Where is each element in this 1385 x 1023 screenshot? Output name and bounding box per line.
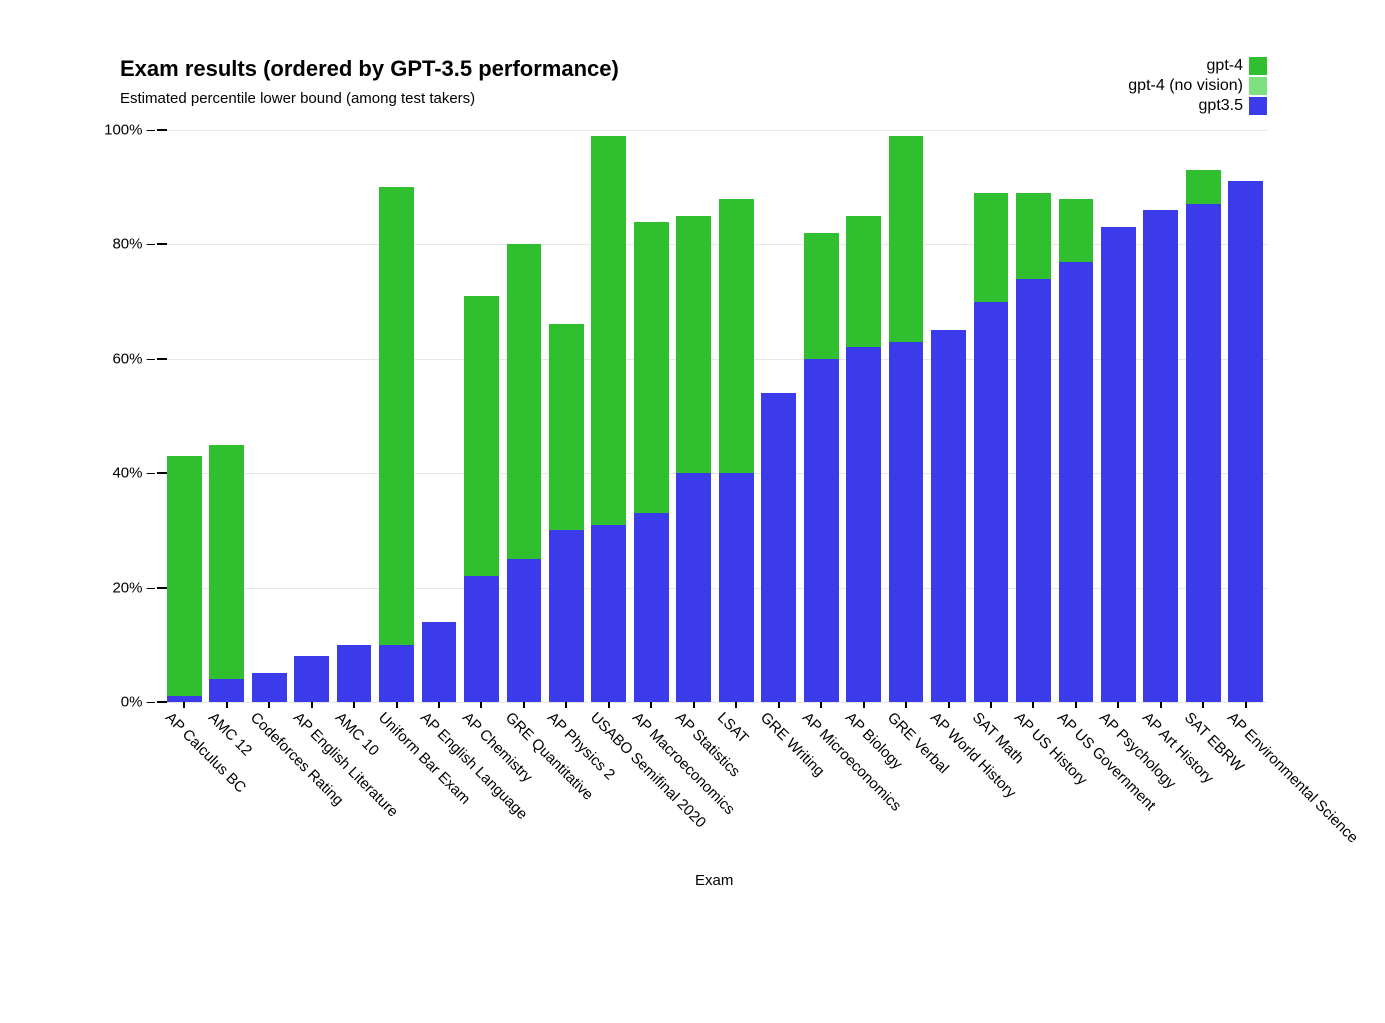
xtick-label: AP Environmental Science — [1224, 702, 1368, 846]
bar-gpt4 — [167, 456, 202, 702]
ytick-mark — [157, 129, 167, 131]
bar-gpt4 — [209, 445, 244, 702]
bar-gpt35 — [549, 530, 584, 702]
ytick-label: 80% – — [112, 236, 155, 253]
gridline — [163, 130, 1267, 131]
bar-gpt35 — [507, 559, 542, 702]
bar-gpt35 — [676, 473, 711, 702]
bar-gpt35 — [1101, 227, 1136, 702]
exam-results-chart: Exam results (ordered by GPT-3.5 perform… — [0, 0, 1385, 1023]
bar-gpt35 — [1059, 262, 1094, 702]
ytick-mark — [157, 701, 167, 703]
bar-gpt35 — [634, 513, 669, 702]
bar-gpt35 — [422, 622, 457, 702]
legend-item-gpt4-no-vision: gpt-4 (no vision) — [1128, 76, 1267, 96]
bar-gpt35 — [294, 656, 329, 702]
bar-gpt35 — [931, 330, 966, 702]
x-axis-title: Exam — [695, 872, 733, 889]
gridline — [163, 702, 1267, 703]
bar-gpt35 — [761, 393, 796, 702]
bar-gpt35 — [1228, 181, 1263, 702]
bar-gpt35 — [889, 342, 924, 702]
legend-label: gpt-4 (no vision) — [1128, 76, 1249, 96]
ytick-mark — [157, 472, 167, 474]
bar-gpt35 — [337, 645, 372, 702]
chart-title: Exam results (ordered by GPT-3.5 perform… — [120, 56, 619, 82]
ytick-label: 20% – — [112, 579, 155, 596]
plot-area: 0% –20% –40% –60% –80% –100% –AP Calculu… — [163, 130, 1267, 702]
ytick-label: 0% – — [121, 694, 155, 711]
ytick-mark — [157, 358, 167, 360]
bar-gpt35 — [1143, 210, 1178, 702]
legend-item-gpt4: gpt-4 — [1128, 56, 1267, 76]
bar-gpt35 — [379, 645, 414, 702]
legend: gpt-4 gpt-4 (no vision) gpt3.5 — [1128, 56, 1267, 116]
ytick-mark — [157, 587, 167, 589]
legend-swatch — [1249, 57, 1267, 75]
bar-gpt35 — [591, 525, 626, 702]
ytick-label: 40% – — [112, 465, 155, 482]
bar-gpt35 — [719, 473, 754, 702]
bar-gpt35 — [974, 302, 1009, 702]
legend-item-gpt35: gpt3.5 — [1128, 96, 1267, 116]
legend-label: gpt-4 — [1207, 56, 1249, 76]
ytick-label: 60% – — [112, 350, 155, 367]
ytick-mark — [157, 243, 167, 245]
bar-gpt35 — [804, 359, 839, 702]
bar-gpt4 — [379, 187, 414, 702]
chart-subtitle: Estimated percentile lower bound (among … — [120, 90, 475, 107]
bar-gpt35 — [464, 576, 499, 702]
bar-gpt35 — [846, 347, 881, 702]
bar-gpt35 — [252, 673, 287, 702]
legend-swatch — [1249, 77, 1267, 95]
legend-swatch — [1249, 97, 1267, 115]
bar-gpt35 — [1186, 204, 1221, 702]
ytick-label: 100% – — [104, 122, 155, 139]
bar-gpt35 — [209, 679, 244, 702]
bar-gpt35 — [1016, 279, 1051, 702]
legend-label: gpt3.5 — [1199, 96, 1249, 116]
